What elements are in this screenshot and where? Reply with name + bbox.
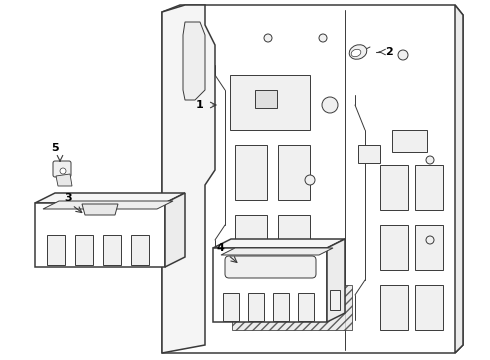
Polygon shape xyxy=(35,203,165,267)
Polygon shape xyxy=(327,239,345,322)
Bar xyxy=(103,235,121,265)
Bar xyxy=(230,75,310,130)
Bar xyxy=(380,285,408,330)
Bar xyxy=(380,225,408,270)
Bar xyxy=(255,90,277,108)
Polygon shape xyxy=(455,5,463,353)
Circle shape xyxy=(322,97,338,113)
Bar xyxy=(75,235,93,265)
Text: 5: 5 xyxy=(51,143,59,153)
Bar xyxy=(415,285,443,330)
Circle shape xyxy=(319,34,327,42)
Polygon shape xyxy=(162,5,215,353)
Bar xyxy=(235,215,267,270)
Polygon shape xyxy=(162,5,463,353)
Circle shape xyxy=(264,34,272,42)
Bar xyxy=(415,225,443,270)
Bar xyxy=(131,235,149,265)
Bar xyxy=(298,293,314,321)
Bar xyxy=(330,290,340,310)
Bar xyxy=(223,293,239,321)
Ellipse shape xyxy=(349,45,367,59)
Circle shape xyxy=(426,236,434,244)
Bar xyxy=(380,165,408,210)
Polygon shape xyxy=(221,248,333,255)
Bar xyxy=(235,145,267,200)
Bar xyxy=(273,293,289,321)
Bar xyxy=(278,215,310,270)
Bar xyxy=(232,285,352,330)
Polygon shape xyxy=(43,201,173,209)
Polygon shape xyxy=(56,174,72,186)
Bar xyxy=(415,165,443,210)
Polygon shape xyxy=(82,204,118,215)
Polygon shape xyxy=(35,193,185,203)
Bar xyxy=(358,145,380,163)
Bar xyxy=(392,130,427,152)
Text: 3: 3 xyxy=(64,193,72,203)
Circle shape xyxy=(398,50,408,60)
Text: 2: 2 xyxy=(385,47,393,57)
FancyBboxPatch shape xyxy=(53,161,71,177)
Bar xyxy=(278,145,310,200)
FancyBboxPatch shape xyxy=(225,256,316,278)
Bar xyxy=(47,235,65,265)
Polygon shape xyxy=(213,239,345,248)
Text: 4: 4 xyxy=(216,243,224,253)
Polygon shape xyxy=(183,22,205,100)
Circle shape xyxy=(305,175,315,185)
Ellipse shape xyxy=(351,49,361,57)
Polygon shape xyxy=(165,193,185,267)
Text: 1: 1 xyxy=(196,100,204,110)
Bar xyxy=(248,293,264,321)
Circle shape xyxy=(60,168,66,174)
Circle shape xyxy=(426,156,434,164)
Polygon shape xyxy=(213,248,327,322)
